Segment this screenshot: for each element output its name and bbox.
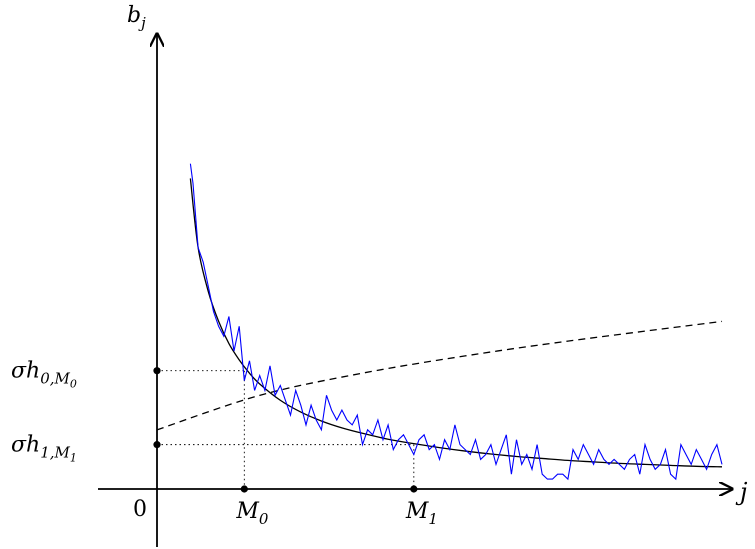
axis-marks: σh0,M0 σh1,M1 M0 M1: [11, 359, 438, 528]
y-mark-label: σh1,M1: [11, 433, 77, 465]
guide-lines: [157, 370, 415, 489]
fitted-series-line: [189, 178, 723, 468]
y-mark-dot: [153, 441, 161, 449]
origin-label: 0: [133, 497, 147, 522]
y-axis-label: bj: [127, 3, 146, 32]
x-mark-label: M1: [405, 499, 438, 528]
x-mark-dot: [410, 485, 418, 493]
y-mark-label: σh0,M0: [11, 359, 77, 391]
y-mark-dot: [153, 367, 161, 375]
x-mark-label: M0: [235, 499, 269, 528]
observed-series-line: [189, 163, 723, 481]
x-axis-label: j: [735, 478, 748, 506]
curves: [156, 163, 723, 481]
dashed-series-line: [156, 320, 723, 431]
x-mark-dot: [240, 485, 248, 493]
